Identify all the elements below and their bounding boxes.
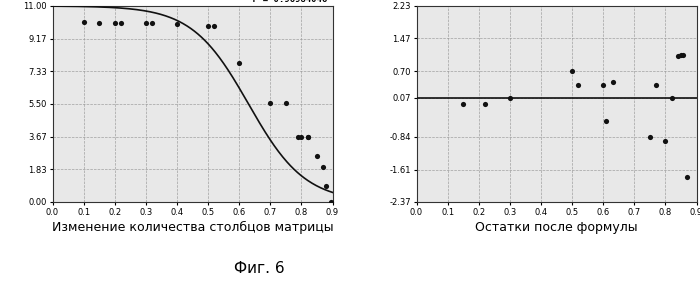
Point: [677, 53, 688, 57]
Point: [312, 153, 323, 158]
Point: [116, 20, 127, 25]
Point: [318, 165, 329, 170]
Point: [458, 102, 469, 106]
Text: S = 0.92584777
r = 0.96984046: S = 0.92584777 r = 0.96984046: [252, 0, 327, 4]
Point: [280, 101, 291, 105]
Point: [265, 101, 276, 105]
Point: [209, 24, 220, 29]
Point: [202, 24, 214, 29]
Point: [598, 83, 609, 88]
Point: [504, 96, 515, 100]
Point: [660, 139, 671, 143]
Point: [146, 20, 158, 25]
Point: [302, 134, 313, 139]
Point: [607, 79, 618, 84]
Text: Фиг. 6: Фиг. 6: [234, 261, 284, 276]
Point: [302, 134, 313, 139]
Point: [682, 174, 693, 179]
Point: [566, 69, 578, 74]
Point: [480, 102, 491, 106]
Point: [573, 83, 584, 88]
Point: [140, 20, 151, 25]
Point: [644, 134, 655, 139]
Point: [296, 134, 307, 139]
Point: [234, 61, 245, 65]
Point: [109, 20, 120, 25]
Point: [94, 20, 105, 25]
Point: [676, 53, 687, 57]
Point: [650, 83, 662, 88]
Point: [293, 134, 304, 139]
Point: [601, 119, 612, 123]
Point: [321, 184, 332, 188]
Point: [78, 20, 89, 24]
X-axis label: Изменение количества столбцов матрицы: Изменение количества столбцов матрицы: [52, 221, 333, 234]
Point: [172, 21, 183, 26]
X-axis label: Остатки после формулы: Остатки после формулы: [475, 221, 638, 234]
Point: [666, 96, 677, 100]
Point: [326, 200, 337, 204]
Point: [672, 54, 683, 59]
